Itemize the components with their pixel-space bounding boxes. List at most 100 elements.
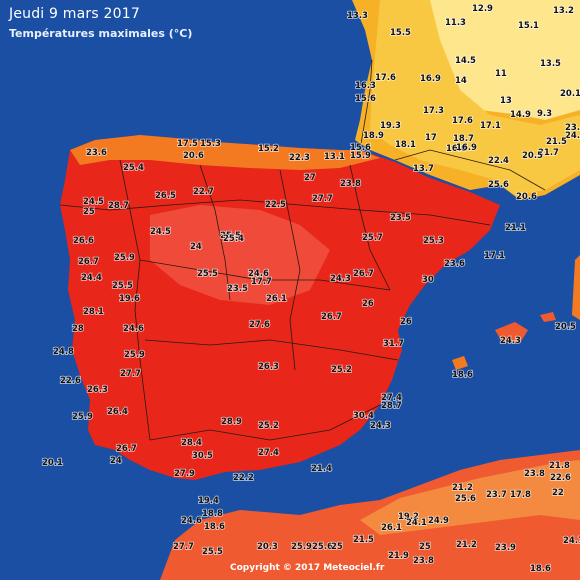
temperature-label: 27.9: [174, 469, 195, 479]
temperature-label: 24.3: [370, 421, 391, 431]
temperature-label: 23.5: [390, 213, 411, 223]
temperature-label: 22: [552, 488, 564, 498]
temperature-label: 22.6: [550, 473, 571, 483]
temperature-label: 19.2: [398, 512, 419, 522]
north-africa-coast: [360, 460, 580, 535]
temperature-label: 24.1: [406, 518, 427, 528]
temperature-label: 21.5: [353, 535, 374, 545]
temperature-label: 16.3: [355, 81, 376, 91]
temperature-label: 16.9: [456, 143, 477, 153]
temperature-label: 17.6: [375, 73, 396, 83]
temperature-label: 24.6: [181, 516, 202, 526]
temperature-label: 27: [304, 173, 316, 183]
temperature-label: 28.1: [83, 307, 104, 317]
temperature-label: 22.5: [265, 200, 286, 210]
temperature-label: 24.7: [563, 536, 580, 546]
mallorca-island: [495, 322, 528, 343]
temperature-label: 20.6: [183, 151, 204, 161]
temperature-label: 21.9: [388, 551, 409, 561]
temperature-label: 21.1: [505, 223, 526, 233]
temperature-label: 21.7: [538, 148, 559, 158]
temperature-label: 22.3: [289, 153, 310, 163]
temperature-label: 25.2: [258, 421, 279, 431]
temperature-label: 26.4: [107, 407, 128, 417]
temperature-label: 20.1: [560, 89, 580, 99]
temperature-label: 19.3: [380, 121, 401, 131]
temperature-label: 30.5: [192, 451, 213, 461]
temperature-label: 30: [422, 275, 434, 285]
temperature-label: 25.5: [197, 269, 218, 279]
france-mild-zone: [370, 0, 580, 195]
temperature-label: 30.4: [353, 411, 374, 421]
map-subtitle: Températures maximales (°C): [9, 27, 193, 40]
temperature-label: 18.8: [202, 509, 223, 519]
temperature-label: 26.5: [155, 191, 176, 201]
temperature-label: 26.7: [116, 444, 137, 454]
temperature-label: 15.9: [350, 151, 371, 161]
temperature-label: 26: [362, 299, 374, 309]
temperature-label: 23.7: [486, 490, 507, 500]
temperature-label: 25: [331, 542, 343, 552]
temperature-label: 26.1: [381, 523, 402, 533]
temperature-label: 24: [190, 242, 202, 252]
temperature-label: 28.7: [108, 201, 129, 211]
temperature-label: 18.6: [452, 370, 473, 380]
temperature-label: 11: [495, 69, 507, 79]
temperature-label: 21.5: [546, 137, 567, 147]
temperature-label: 18.6: [530, 564, 551, 574]
temperature-label: 23.6: [86, 148, 107, 158]
temperature-label: 12.9: [472, 4, 493, 14]
temperature-label: 25.5: [220, 231, 241, 241]
temperature-label: 24.6: [248, 269, 269, 279]
temperature-label: 15.5: [390, 28, 411, 38]
temperature-label: 13: [500, 96, 512, 106]
temperature-label: 24.3: [500, 336, 521, 346]
temperature-label: 19.6: [119, 294, 140, 304]
temperature-label: 25.7: [362, 233, 383, 243]
temperature-label: 27.4: [381, 393, 402, 403]
temperature-label: 22.7: [193, 187, 214, 197]
temperature-label: 19.4: [198, 496, 219, 506]
temperature-label: 17.6: [452, 116, 473, 126]
temperature-label: 17.1: [480, 121, 501, 131]
temperature-label: 25: [83, 207, 95, 217]
temperature-label: 25.6: [455, 494, 476, 504]
temperature-label: 21.2: [452, 483, 473, 493]
temperature-label: 17.1: [484, 251, 505, 261]
temperature-label: 28.9: [221, 417, 242, 427]
temperature-label: 20.3: [257, 542, 278, 552]
temperature-label: 25.2: [331, 365, 352, 375]
temperature-label: 26: [400, 317, 412, 327]
iberia-north-coast: [70, 135, 380, 170]
temperature-label: 27.7: [120, 369, 141, 379]
temperature-label: 22.4: [488, 156, 509, 166]
temperature-label: 26.3: [258, 362, 279, 372]
temperature-label: 28.4: [181, 438, 202, 448]
temperature-label: 18.7: [453, 134, 474, 144]
temperature-label: 24.3: [330, 274, 351, 284]
temperature-label: 25: [419, 542, 431, 552]
ibiza-island: [452, 356, 468, 370]
temperature-label: 13.3: [347, 11, 368, 21]
temperature-label: 25.4: [123, 163, 144, 173]
temperature-label: 14.9: [510, 110, 531, 120]
temperature-label: 24.5: [83, 197, 104, 207]
temperature-label: 22.2: [233, 473, 254, 483]
temperature-label: 25.9: [291, 542, 312, 552]
temperature-label: 24.6: [123, 324, 144, 334]
temperature-label: 18.9: [363, 131, 384, 141]
temperature-label: 13.2: [553, 6, 574, 16]
temperature-label: 25.4: [223, 234, 244, 244]
temperature-label: 20.5: [555, 322, 576, 332]
temperature-label: 24.3: [565, 131, 580, 141]
temperature-label: 13.7: [413, 164, 434, 174]
temperature-label: 26.7: [353, 269, 374, 279]
temperature-label: 26.7: [321, 312, 342, 322]
temperature-label: 23.8: [413, 556, 434, 566]
temperature-label: 31.7: [383, 339, 404, 349]
temperature-label: 23.8: [340, 179, 361, 189]
temperature-label: 24: [110, 456, 122, 466]
temperature-label: 27.7: [173, 542, 194, 552]
temperature-label: 25.9: [124, 350, 145, 360]
